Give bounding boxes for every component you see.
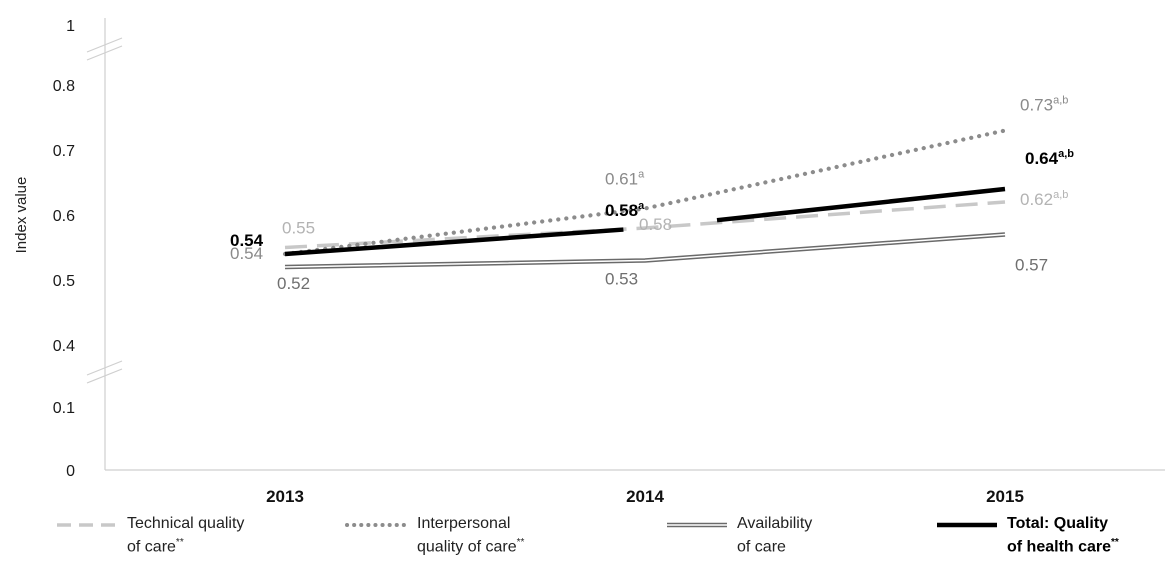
data-label-availability: 0.52 — [277, 274, 310, 293]
data-label-total: 0.54 — [230, 231, 264, 250]
line-chart: 1 0.8 0.7 0.6 0.5 0.4 0.1 0 Index value 2013 2014 2… — [13, 18, 1165, 506]
axis-break-mark — [86, 37, 123, 53]
legend-swatch-technical — [57, 523, 117, 527]
data-label-total: 0.58a — [605, 200, 645, 220]
x-tick-label: 2013 — [266, 487, 304, 506]
y-tick-label: 0 — [66, 463, 75, 480]
legend: Technical quality of care** Interpersona… — [0, 514, 1169, 584]
data-label-availability: 0.53 — [605, 270, 638, 289]
x-tick-label: 2014 — [626, 487, 664, 506]
series-line-total — [284, 227, 624, 257]
y-tick-label: 0.1 — [53, 400, 75, 417]
y-tick-label: 0.7 — [53, 143, 75, 160]
legend-item-availability: Availability of care — [665, 514, 812, 556]
axis-break-mark — [86, 45, 123, 61]
data-label-total: 0.64a,b — [1025, 148, 1074, 168]
legend-item-total: Total: Quality of health care** — [935, 514, 1119, 556]
legend-label-interpersonal: Interpersonal quality of care** — [417, 515, 525, 556]
legend-item-interpersonal: Interpersonal quality of care** — [345, 514, 524, 556]
legend-swatch-availability — [667, 522, 727, 528]
legend-label-availability: Availability of care — [737, 515, 813, 556]
axis-break-mark — [86, 368, 123, 384]
y-tick-label: 0.6 — [53, 208, 75, 225]
data-label-availability: 0.57 — [1015, 256, 1048, 275]
legend-swatch-interpersonal — [345, 523, 407, 527]
legend-label-total: Total: Quality of health care** — [1007, 515, 1119, 556]
y-axis-title: Index value — [13, 177, 30, 254]
data-label-technical: 0.55 — [282, 219, 315, 238]
y-tick-label: 0.8 — [53, 78, 75, 95]
series-line-interpersonal — [282, 128, 1008, 257]
data-label-technical: 0.58 — [639, 215, 672, 234]
series-line-availability-inner — [284, 233, 1006, 268]
data-label-technical: 0.62a,b — [1020, 189, 1068, 209]
data-label-interpersonal: 0.61a — [605, 169, 645, 189]
axis-break-mark — [86, 360, 123, 376]
x-tick-label: 2015 — [986, 487, 1024, 506]
y-tick-label: 1 — [66, 18, 75, 35]
series-line-technical — [284, 200, 1006, 250]
y-tick-label: 0.5 — [53, 273, 75, 290]
y-tick-label: 0.4 — [53, 338, 75, 355]
legend-swatch-total — [937, 522, 997, 528]
series-line-total — [716, 186, 1006, 223]
data-label-interpersonal: 0.73a,b — [1020, 95, 1068, 115]
series-line-availability — [284, 232, 1006, 270]
legend-item-technical: Technical quality of care** — [55, 514, 244, 556]
data-label-interpersonal: 0.54 — [230, 244, 263, 263]
legend-label-technical: Technical quality of care** — [127, 515, 245, 556]
